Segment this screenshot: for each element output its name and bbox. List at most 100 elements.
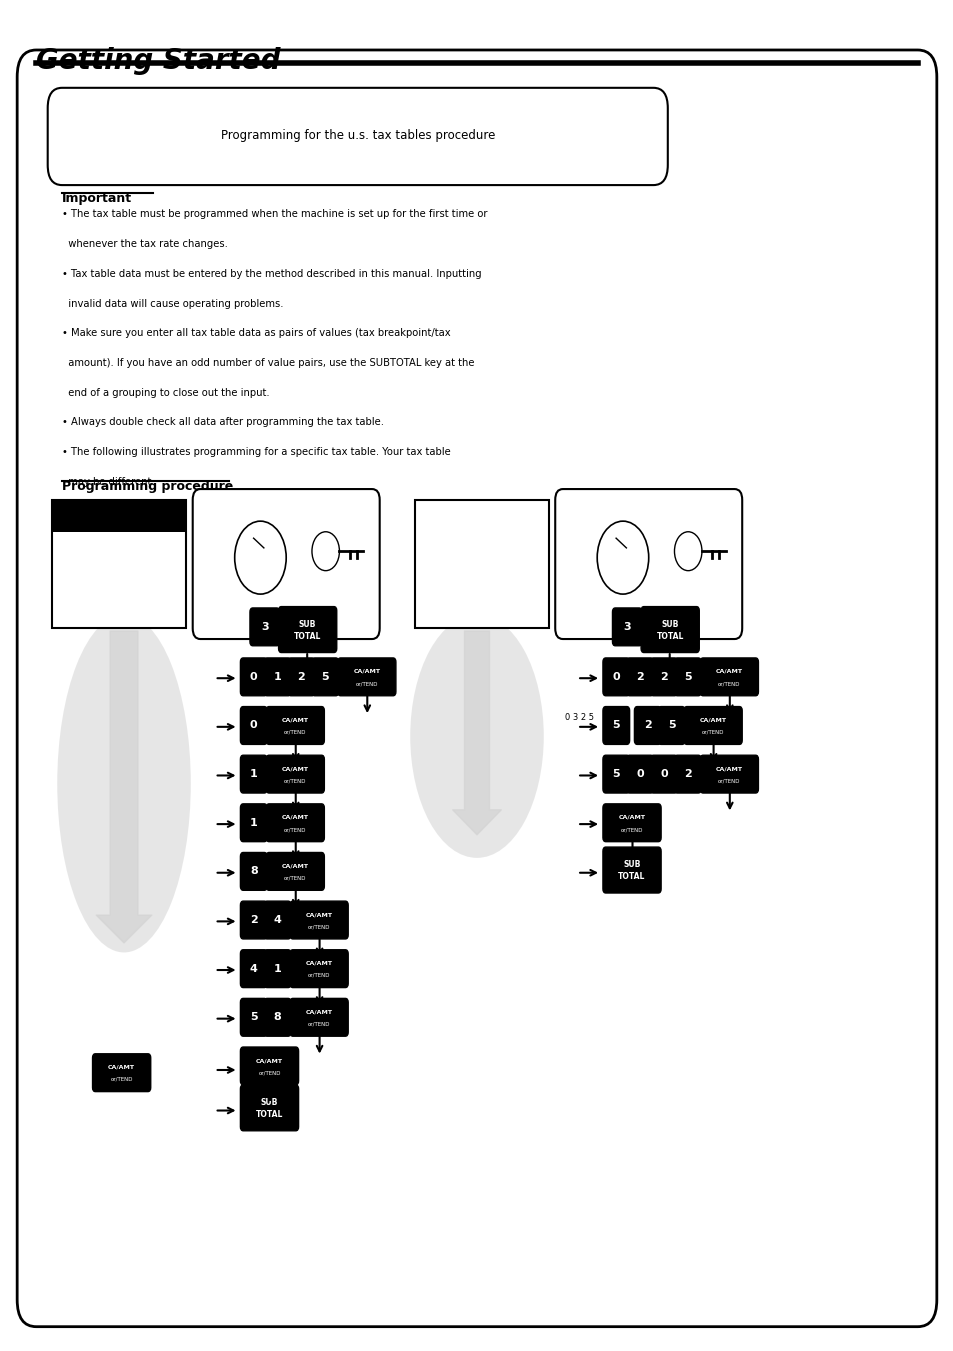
FancyBboxPatch shape <box>555 489 741 639</box>
FancyBboxPatch shape <box>240 998 267 1036</box>
Text: Getting Started: Getting Started <box>36 47 280 76</box>
FancyBboxPatch shape <box>683 707 741 744</box>
Text: 4: 4 <box>274 915 281 925</box>
Text: CA/AMT: CA/AMT <box>281 717 309 723</box>
Text: CA/AMT: CA/AMT <box>305 1009 333 1015</box>
Text: 5: 5 <box>612 720 619 731</box>
Text: or/TEND: or/TEND <box>701 730 723 735</box>
Text: • Always double check all data after programming the tax table.: • Always double check all data after pro… <box>62 417 384 427</box>
Bar <box>52 500 186 628</box>
FancyBboxPatch shape <box>288 658 314 696</box>
FancyArrowPatch shape <box>96 631 152 943</box>
Text: CA/AMT: CA/AMT <box>281 815 309 820</box>
Text: SUB: SUB <box>622 861 640 869</box>
Text: 0: 0 <box>659 769 667 780</box>
FancyBboxPatch shape <box>700 755 758 793</box>
Text: or/TEND: or/TEND <box>258 1070 280 1075</box>
Text: 1: 1 <box>274 963 281 974</box>
Text: whenever the tax rate changes.: whenever the tax rate changes. <box>62 239 228 249</box>
Circle shape <box>234 521 286 594</box>
Text: 5: 5 <box>321 671 329 682</box>
FancyBboxPatch shape <box>337 658 395 696</box>
Text: TOTAL: TOTAL <box>618 873 645 881</box>
Circle shape <box>674 532 701 570</box>
Bar <box>415 500 548 628</box>
FancyBboxPatch shape <box>92 1054 151 1092</box>
Text: 2: 2 <box>636 671 643 682</box>
FancyBboxPatch shape <box>602 658 629 696</box>
Text: SUB: SUB <box>660 620 679 628</box>
FancyBboxPatch shape <box>240 901 267 939</box>
Text: 0: 0 <box>636 769 643 780</box>
Text: or/TEND: or/TEND <box>284 875 306 881</box>
FancyBboxPatch shape <box>640 607 699 653</box>
Text: CA/AMT: CA/AMT <box>353 669 380 674</box>
FancyBboxPatch shape <box>674 755 700 793</box>
Text: • The tax table must be programmed when the machine is set up for the first time: • The tax table must be programmed when … <box>62 209 487 219</box>
Text: CA/AMT: CA/AMT <box>108 1065 135 1070</box>
FancyBboxPatch shape <box>602 755 629 793</box>
Text: 8: 8 <box>250 866 257 877</box>
FancyBboxPatch shape <box>250 608 279 646</box>
FancyBboxPatch shape <box>626 658 653 696</box>
Text: or/TEND: or/TEND <box>284 778 306 784</box>
Text: • Make sure you enter all tax table data as pairs of values (tax breakpoint/tax: • Make sure you enter all tax table data… <box>62 328 450 338</box>
Text: 5: 5 <box>250 1012 257 1023</box>
Text: TOTAL: TOTAL <box>656 632 683 640</box>
Text: CA/AMT: CA/AMT <box>715 669 742 674</box>
FancyBboxPatch shape <box>17 50 936 1327</box>
Text: CA/AMT: CA/AMT <box>281 863 309 869</box>
FancyBboxPatch shape <box>264 950 291 988</box>
Text: 5: 5 <box>667 720 675 731</box>
FancyBboxPatch shape <box>650 658 677 696</box>
FancyBboxPatch shape <box>52 500 186 532</box>
Text: • Tax table data must be entered by the method described in this manual. Inputti: • Tax table data must be entered by the … <box>62 269 481 278</box>
FancyBboxPatch shape <box>312 658 338 696</box>
Text: 0: 0 <box>250 720 257 731</box>
FancyBboxPatch shape <box>240 658 267 696</box>
Text: or/TEND: or/TEND <box>308 1021 330 1027</box>
FancyBboxPatch shape <box>240 852 267 890</box>
Ellipse shape <box>57 615 191 952</box>
Text: CA/AMT: CA/AMT <box>699 717 726 723</box>
Text: or/TEND: or/TEND <box>284 827 306 832</box>
FancyBboxPatch shape <box>264 901 291 939</box>
FancyBboxPatch shape <box>612 608 641 646</box>
FancyBboxPatch shape <box>650 755 677 793</box>
FancyBboxPatch shape <box>290 901 348 939</box>
FancyBboxPatch shape <box>602 804 660 842</box>
Text: TOTAL: TOTAL <box>255 1111 283 1119</box>
Text: 1: 1 <box>250 769 257 780</box>
Text: 2: 2 <box>250 915 257 925</box>
FancyBboxPatch shape <box>290 998 348 1036</box>
Text: TOTAL: TOTAL <box>294 632 321 640</box>
FancyBboxPatch shape <box>240 755 267 793</box>
Text: or/TEND: or/TEND <box>620 827 642 832</box>
Text: or/TEND: or/TEND <box>355 681 377 686</box>
Text: 2: 2 <box>683 769 691 780</box>
Text: CA/AMT: CA/AMT <box>715 766 742 771</box>
Ellipse shape <box>410 615 543 858</box>
Text: 5: 5 <box>683 671 691 682</box>
Text: 8: 8 <box>274 1012 281 1023</box>
FancyBboxPatch shape <box>264 658 291 696</box>
Text: 2: 2 <box>659 671 667 682</box>
FancyBboxPatch shape <box>700 658 758 696</box>
Circle shape <box>312 532 339 570</box>
FancyBboxPatch shape <box>240 1047 298 1085</box>
Text: CA/AMT: CA/AMT <box>281 766 309 771</box>
Text: invalid data will cause operating problems.: invalid data will cause operating proble… <box>62 299 283 308</box>
FancyBboxPatch shape <box>266 707 324 744</box>
Text: or/TEND: or/TEND <box>718 681 740 686</box>
FancyBboxPatch shape <box>674 658 700 696</box>
Text: • The following illustrates programming for a specific tax table. Your tax table: • The following illustrates programming … <box>62 447 450 457</box>
Text: amount). If you have an odd number of value pairs, use the SUBTOTAL key at the: amount). If you have an odd number of va… <box>62 358 474 367</box>
Text: end of a grouping to close out the input.: end of a grouping to close out the input… <box>62 388 270 397</box>
FancyBboxPatch shape <box>193 489 379 639</box>
FancyBboxPatch shape <box>658 707 684 744</box>
Text: Programming procedure: Programming procedure <box>62 480 233 493</box>
Text: 0 3 2 5: 0 3 2 5 <box>564 713 593 723</box>
FancyBboxPatch shape <box>626 755 653 793</box>
FancyArrowPatch shape <box>453 631 500 835</box>
Text: or/TEND: or/TEND <box>308 924 330 929</box>
